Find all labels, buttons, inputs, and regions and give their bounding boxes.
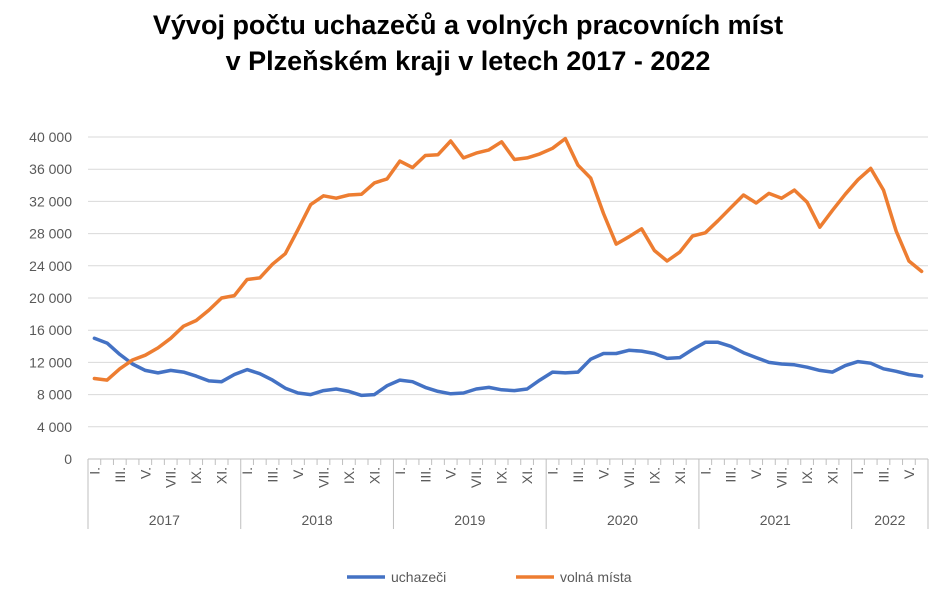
y-tick-label: 16 000 <box>29 322 72 338</box>
x-tick-label: I. <box>545 467 561 475</box>
y-tick-label: 28 000 <box>29 226 72 242</box>
x-tick-label: III. <box>875 467 891 483</box>
x-tick-label: IX. <box>646 467 662 484</box>
x-tick-label: V. <box>595 467 611 479</box>
series-line-volna-mista <box>92 136 924 382</box>
x-tick-label: VII. <box>621 467 637 488</box>
year-label: 2018 <box>302 512 333 528</box>
x-tick-label: V. <box>443 467 459 479</box>
year-label: 2022 <box>874 512 905 528</box>
x-tick-label: VII. <box>774 467 790 488</box>
x-tick-label: XI. <box>672 467 688 484</box>
x-tick-label: I. <box>86 467 102 475</box>
x-tick-label: III. <box>265 467 281 483</box>
y-tick-label: 20 000 <box>29 290 72 306</box>
x-tick-label: IX. <box>188 467 204 484</box>
x-tick-label: I. <box>392 467 408 475</box>
year-label: 2017 <box>149 512 180 528</box>
x-tick-label: IX. <box>341 467 357 484</box>
chart-title-line-2: v Plzeňském kraji v letech 2017 - 2022 <box>225 46 711 76</box>
y-tick-label: 4 000 <box>37 419 72 435</box>
x-tick-label: V. <box>290 467 306 479</box>
x-tick-label: I. <box>850 467 866 475</box>
x-tick-label: VII. <box>315 467 331 488</box>
x-tick-label: I. <box>697 467 713 475</box>
x-tick-label: VII. <box>468 467 484 488</box>
y-tick-label: 8 000 <box>37 387 72 403</box>
x-tick-label: V. <box>748 467 764 479</box>
x-tick-label: IX. <box>799 467 815 484</box>
x-tick-label: I. <box>239 467 255 475</box>
x-tick-label: V. <box>137 467 153 479</box>
y-tick-label: 0 <box>64 451 72 467</box>
x-tick-label: XI. <box>214 467 230 484</box>
x-tick-label: VII. <box>163 467 179 488</box>
x-tick-label: III. <box>723 467 739 483</box>
year-label: 2019 <box>454 512 485 528</box>
legend-label: uchazeči <box>391 569 446 585</box>
x-tick-label: XI. <box>825 467 841 484</box>
year-label: 2021 <box>760 512 791 528</box>
y-tick-label: 36 000 <box>29 161 72 177</box>
legend-label: volná místa <box>560 569 632 585</box>
x-tick-label: IX. <box>494 467 510 484</box>
chart-title-line-1: Vývoj počtu uchazečů a volných pracovníc… <box>152 10 784 40</box>
y-tick-label: 40 000 <box>29 129 72 145</box>
x-tick-label: XI. <box>366 467 382 484</box>
x-tick-label: V. <box>901 467 917 479</box>
x-tick-label: III. <box>417 467 433 483</box>
year-label: 2020 <box>607 512 638 528</box>
y-tick-label: 12 000 <box>29 354 72 370</box>
y-tick-label: 24 000 <box>29 258 72 274</box>
x-tick-label: III. <box>112 467 128 483</box>
x-tick-label: XI. <box>519 467 535 484</box>
y-tick-label: 32 000 <box>29 193 72 209</box>
x-tick-label: III. <box>570 467 586 483</box>
series-line-uchazeci <box>92 336 924 398</box>
